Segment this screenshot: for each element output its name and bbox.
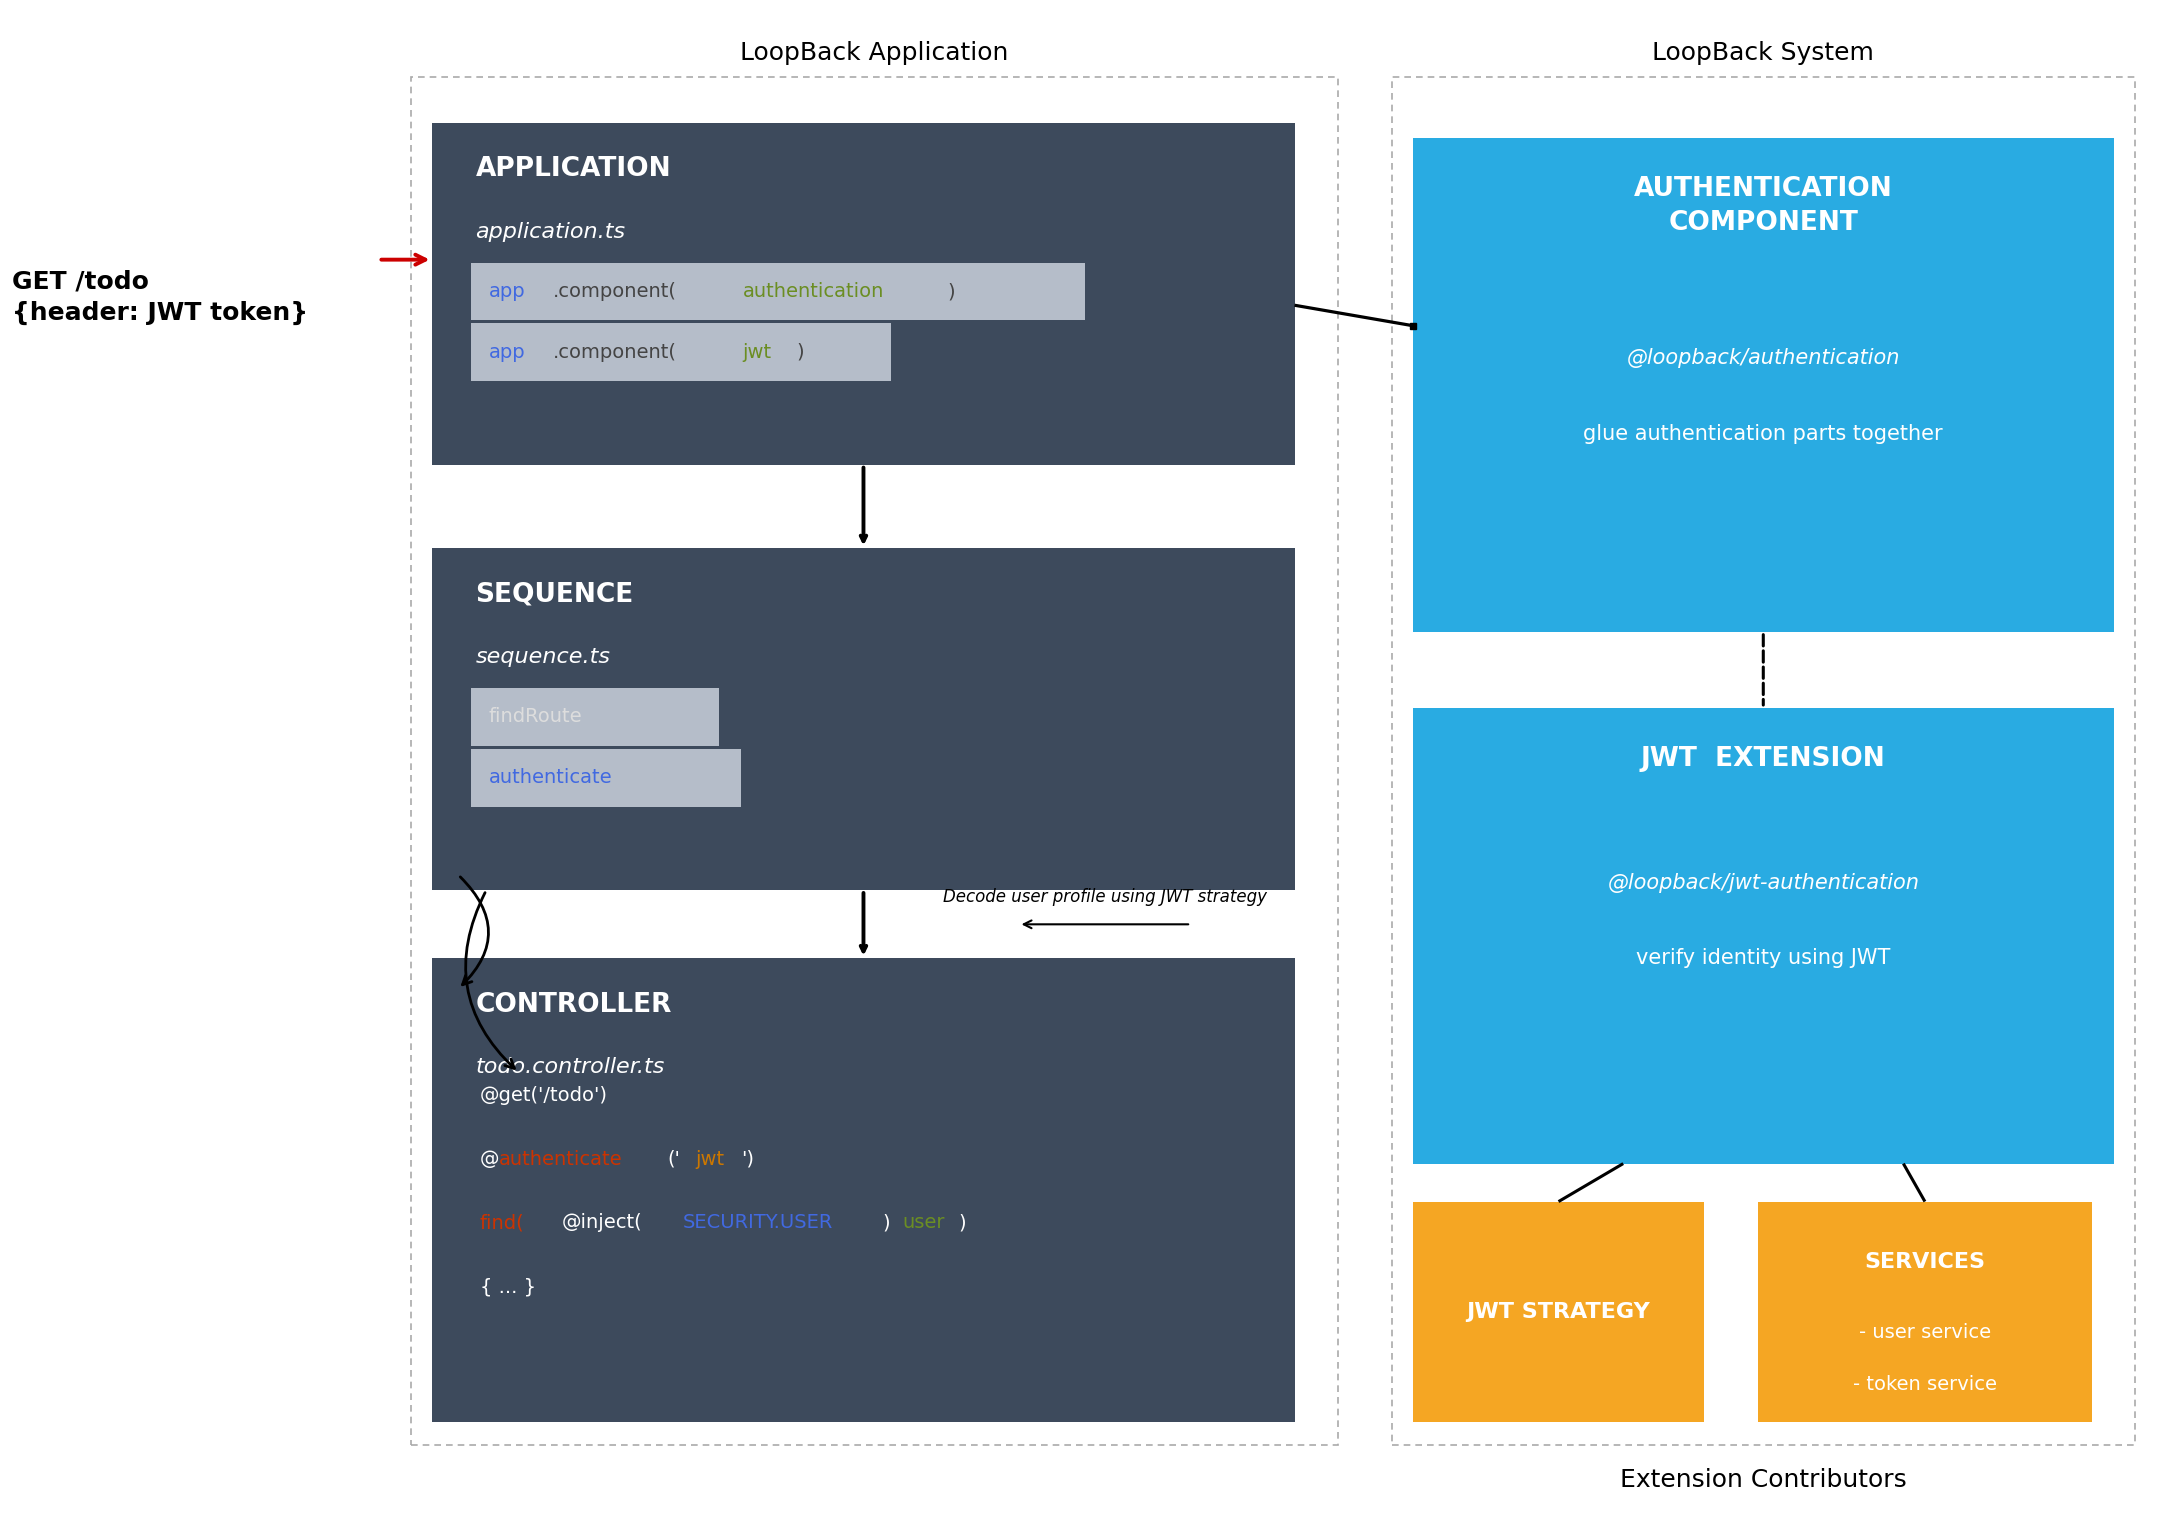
- FancyBboxPatch shape: [1413, 139, 2113, 632]
- FancyBboxPatch shape: [432, 959, 1295, 1422]
- Text: '): '): [740, 1149, 753, 1169]
- Text: GET /todo
{header: JWT token}: GET /todo {header: JWT token}: [13, 269, 309, 326]
- Text: ): ): [883, 1213, 891, 1233]
- Text: - user service: - user service: [1858, 1323, 1992, 1342]
- Text: authentication: authentication: [742, 282, 885, 301]
- Text: @loopback/jwt-authentication: @loopback/jwt-authentication: [1608, 872, 1918, 892]
- Text: sequence.ts: sequence.ts: [475, 647, 611, 667]
- FancyBboxPatch shape: [470, 749, 740, 807]
- Text: CONTROLLER: CONTROLLER: [475, 992, 671, 1018]
- Text: JWT  EXTENSION: JWT EXTENSION: [1640, 746, 1886, 772]
- FancyBboxPatch shape: [1759, 1201, 2091, 1422]
- FancyBboxPatch shape: [1413, 708, 2113, 1164]
- Text: { ... }: { ... }: [479, 1277, 535, 1297]
- Text: ): ): [947, 282, 956, 301]
- Text: verify identity using JWT: verify identity using JWT: [1636, 948, 1890, 968]
- Text: Decode user profile using JWT strategy: Decode user profile using JWT strategy: [943, 887, 1267, 906]
- Text: find(: find(: [479, 1213, 524, 1233]
- Text: AUTHENTICATION
COMPONENT: AUTHENTICATION COMPONENT: [1634, 177, 1893, 236]
- FancyBboxPatch shape: [432, 548, 1295, 890]
- Text: user: user: [902, 1213, 945, 1233]
- Text: SECURITY.USER: SECURITY.USER: [682, 1213, 833, 1233]
- Text: LoopBack System: LoopBack System: [1653, 41, 1873, 65]
- Text: app: app: [488, 282, 524, 301]
- Text: jwt: jwt: [695, 1149, 725, 1169]
- FancyBboxPatch shape: [470, 263, 1085, 321]
- Text: SEQUENCE: SEQUENCE: [475, 581, 634, 607]
- FancyBboxPatch shape: [470, 324, 891, 380]
- FancyBboxPatch shape: [432, 123, 1295, 464]
- Text: glue authentication parts together: glue authentication parts together: [1584, 425, 1942, 444]
- Text: @inject(: @inject(: [561, 1213, 643, 1233]
- Text: @get('/todo'): @get('/todo'): [479, 1085, 609, 1105]
- Text: application.ts: application.ts: [475, 222, 626, 242]
- Text: .component(: .component(: [552, 342, 678, 362]
- Text: findRoute: findRoute: [488, 708, 583, 726]
- Text: APPLICATION: APPLICATION: [475, 157, 671, 183]
- Text: @loopback/authentication: @loopback/authentication: [1627, 349, 1899, 368]
- Text: authenticate: authenticate: [488, 769, 613, 787]
- Text: LoopBack Application: LoopBack Application: [740, 41, 1008, 65]
- Text: JWT STRATEGY: JWT STRATEGY: [1467, 1301, 1651, 1321]
- Text: ): ): [958, 1213, 967, 1233]
- Text: todo.controller.ts: todo.controller.ts: [475, 1058, 665, 1078]
- Text: - token service: - token service: [1854, 1374, 1996, 1394]
- Text: SERVICES: SERVICES: [1865, 1251, 1985, 1272]
- Text: ): ): [796, 342, 805, 362]
- Text: @: @: [479, 1149, 498, 1169]
- FancyBboxPatch shape: [1413, 1201, 1705, 1422]
- Text: Extension Contributors: Extension Contributors: [1621, 1467, 1908, 1492]
- Text: .component(: .component(: [552, 282, 678, 301]
- Text: (': (': [667, 1149, 680, 1169]
- Text: authenticate: authenticate: [498, 1149, 624, 1169]
- Text: jwt: jwt: [742, 342, 773, 362]
- FancyBboxPatch shape: [470, 688, 719, 746]
- Text: app: app: [488, 342, 524, 362]
